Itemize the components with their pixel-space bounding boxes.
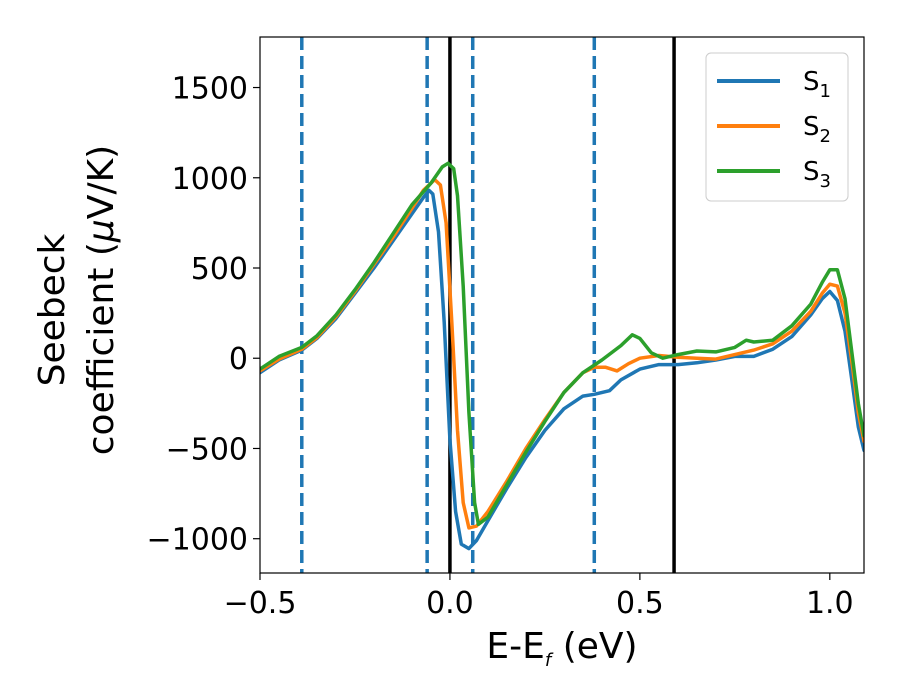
y-tick-label: −500 xyxy=(166,432,248,467)
series-line-2 xyxy=(260,177,864,530)
series-line-1 xyxy=(260,188,864,551)
y-tick-label: 500 xyxy=(191,252,248,287)
y-tick-label: 1500 xyxy=(172,72,248,107)
reference-vertical-lines xyxy=(300,37,676,573)
y-tick-label: 1000 xyxy=(172,162,248,197)
x-tick-label: −0.5 xyxy=(224,586,297,621)
y-tick-label: 0 xyxy=(229,342,248,377)
plot-area-frame xyxy=(259,36,865,574)
y-axis-label: Seebeck coefficient (μV/K) xyxy=(32,145,122,455)
y-tick-label: −1000 xyxy=(147,523,248,558)
y-axis-label-line2: coefficient (μV/K) xyxy=(81,145,122,455)
x-axis-label: E-Ef (eV) xyxy=(486,626,637,671)
x-tick-label: 0.0 xyxy=(426,586,474,621)
y-axis-ticks: −1000 −500 0 500 1000 1500 xyxy=(147,72,260,558)
legend-label-3: S3 xyxy=(803,157,831,192)
x-axis-label-subscript: f xyxy=(545,650,554,671)
x-tick-label: 1.0 xyxy=(806,586,854,621)
x-axis-ticks: −0.5 0.0 0.5 1.0 xyxy=(224,573,854,621)
legend-label-1: S1 xyxy=(803,67,831,102)
legend-label-2: S2 xyxy=(803,112,831,147)
x-axis-label-main: E-E xyxy=(486,626,544,667)
legend: S1 S2 S3 xyxy=(705,52,849,202)
y-axis-label-line1: Seebeck xyxy=(32,233,73,386)
series-line-3 xyxy=(260,161,864,527)
x-axis-label-unit: (eV) xyxy=(551,626,637,667)
series-lines xyxy=(260,161,864,551)
x-tick-label: 0.5 xyxy=(616,586,664,621)
